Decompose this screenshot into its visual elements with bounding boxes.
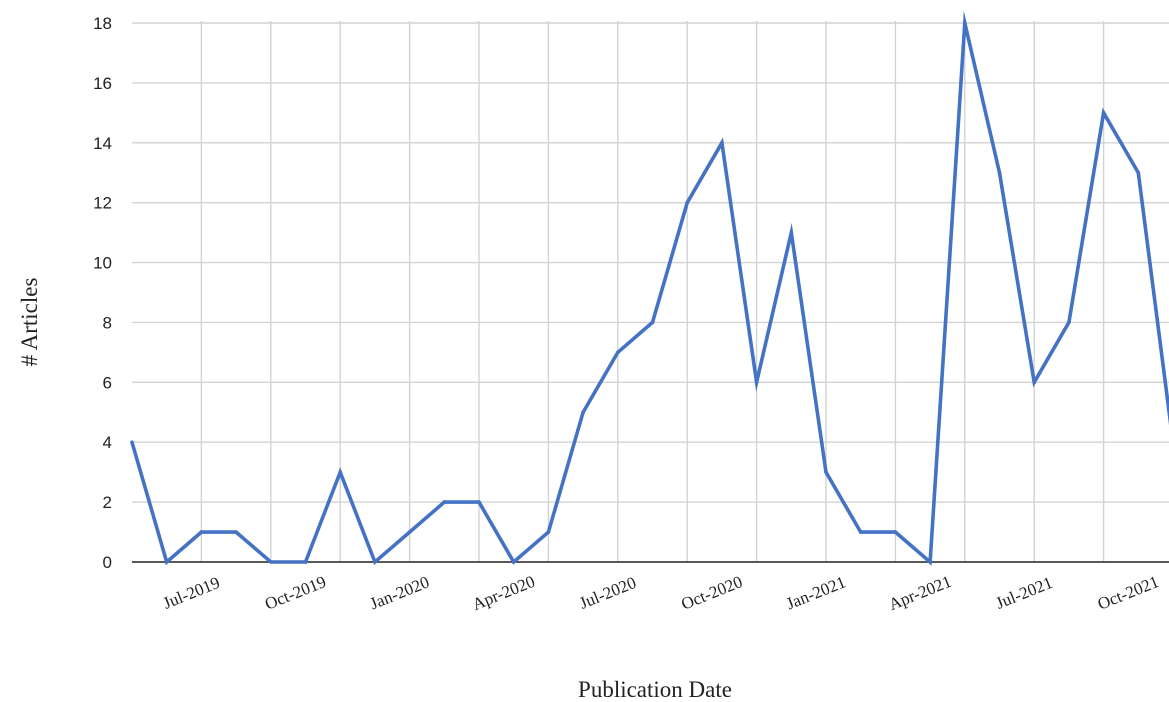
y-tick-label: 16 [93, 74, 112, 93]
data-point [754, 380, 759, 385]
y-tick-label: 2 [103, 493, 112, 512]
x-tick-label: Oct-2019 [262, 572, 329, 614]
y-tick-label: 14 [93, 134, 112, 153]
x-tick-label: Oct-2020 [679, 572, 746, 614]
data-point [407, 530, 412, 534]
data-point [477, 500, 481, 504]
series-layer [130, 10, 1169, 566]
data-point [1101, 111, 1106, 115]
x-tick-label: Oct-2021 [1095, 572, 1162, 614]
data-point [824, 470, 828, 474]
data-point [164, 560, 169, 564]
data-point [893, 530, 898, 534]
x-tick-label: Jul-2019 [160, 573, 222, 613]
x-axis-title: Publication Date [578, 677, 732, 702]
data-point [130, 440, 134, 445]
x-tick-labels: Jul-2019 Oct-2019 Jan-2020 Apr-2020 Jul-2020… [160, 572, 1161, 614]
data-point [234, 530, 238, 534]
data-point [616, 350, 620, 355]
y-tick-label: 4 [103, 433, 112, 452]
data-point [546, 530, 551, 534]
data-point [997, 170, 1002, 175]
data-point [269, 560, 273, 564]
y-axis-title: # Articles [17, 278, 42, 367]
y-tick-label: 8 [103, 313, 112, 332]
data-point [720, 140, 724, 145]
data-point [789, 230, 794, 235]
data-point [1067, 320, 1071, 325]
data-point [963, 21, 967, 25]
data-point [685, 200, 689, 205]
data-point [1136, 170, 1141, 175]
y-tick-label: 12 [93, 194, 112, 213]
data-point [511, 560, 516, 564]
x-tick-label: Jan-2021 [783, 572, 848, 613]
data-point [650, 320, 655, 325]
y-tick-label: 6 [103, 373, 112, 392]
data-point [928, 560, 932, 564]
data-point [442, 500, 447, 504]
data-point [373, 560, 377, 564]
y-tick-labels: 0 2 4 6 8 10 12 14 16 18 [93, 14, 112, 572]
data-point [338, 470, 343, 474]
data-point [303, 560, 308, 564]
series-line [130, 10, 1169, 566]
data-point [1032, 380, 1036, 385]
y-tick-label: 0 [103, 553, 112, 572]
data-point [581, 410, 585, 415]
x-tick-label: Apr-2020 [470, 572, 538, 614]
x-tick-label: Apr-2021 [886, 572, 954, 614]
y-tick-label: 18 [93, 14, 112, 33]
x-tick-label: Jan-2020 [367, 572, 432, 613]
x-tick-label: Jul-2020 [577, 573, 639, 613]
data-point [199, 530, 204, 534]
x-tick-label: Jul-2021 [993, 573, 1055, 613]
grid [132, 21, 1169, 562]
y-tick-label: 10 [93, 254, 112, 273]
data-point [858, 530, 863, 534]
